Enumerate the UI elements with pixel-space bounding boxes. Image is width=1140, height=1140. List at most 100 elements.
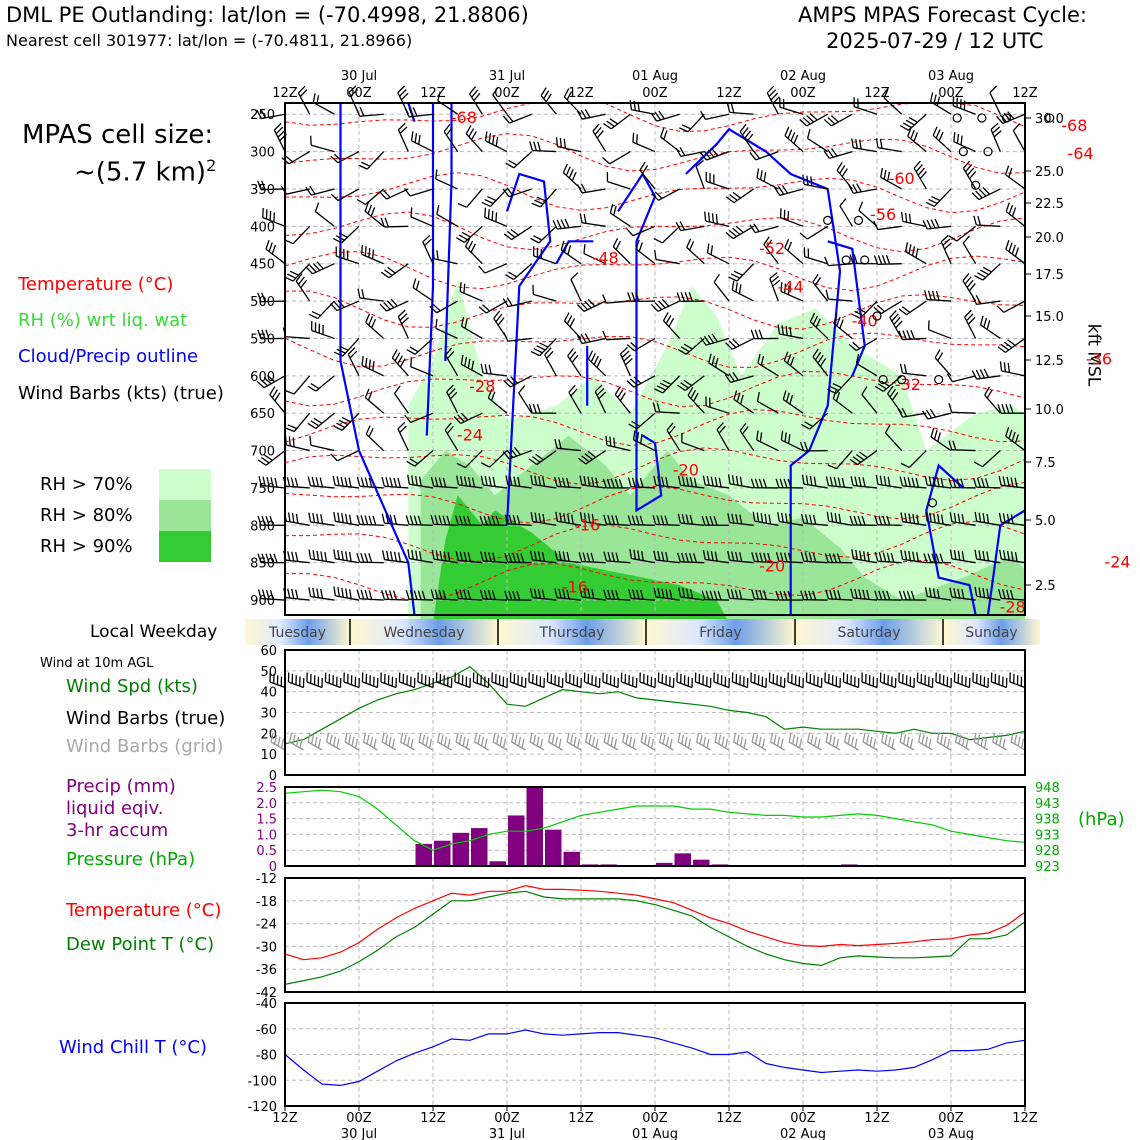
barb-flag [389, 477, 394, 487]
barb-flag [936, 732, 940, 743]
surface-barb [435, 672, 453, 689]
wind-barb [971, 187, 1001, 201]
barb-staff [662, 375, 681, 394]
barb-flag [665, 551, 669, 562]
barb-flag [978, 512, 982, 523]
barb-staff [533, 293, 557, 302]
wind-barb [739, 422, 755, 451]
wind-barb [899, 363, 927, 377]
wind-barb [257, 180, 286, 191]
barb-flag [701, 515, 706, 526]
wind-barb [356, 476, 384, 489]
barb-flag [464, 237, 471, 247]
barb-flag [739, 422, 747, 432]
wind-barb [990, 122, 1002, 152]
barb-flag [971, 192, 980, 201]
barb-flag [487, 195, 497, 202]
barb-flag [596, 130, 604, 139]
barb-flag [702, 475, 706, 486]
barb-flag [467, 589, 471, 600]
windchill-label: Wind Chill T (°C) [59, 1037, 207, 1058]
barb-flag [799, 232, 808, 240]
barb-flag [703, 150, 711, 160]
barb-flag [435, 318, 438, 329]
wind-barb [999, 361, 1026, 377]
barb-flag [559, 137, 563, 148]
barb-flag [511, 732, 515, 743]
barb-flag [979, 269, 989, 276]
wind-barb [502, 297, 532, 308]
wind-barb [802, 174, 828, 190]
barb-flag [397, 552, 402, 562]
barb-flag [484, 476, 488, 486]
barb-flag [639, 515, 644, 526]
barb-flag [936, 588, 940, 599]
barb-flag [554, 438, 558, 449]
barb-flag [706, 550, 710, 561]
barb-flag [386, 300, 395, 309]
barb-flag [465, 738, 470, 749]
temperature-contour-label: -40 [852, 311, 878, 330]
barb-flag [562, 163, 568, 173]
wind-barb [833, 314, 853, 339]
wind-barb [540, 87, 557, 115]
grid-barb [474, 732, 489, 751]
barb-flag [609, 436, 612, 447]
barb-flag [662, 379, 672, 385]
barb-flag [897, 408, 904, 418]
barb-flag [484, 131, 488, 141]
barb-flag [399, 313, 408, 321]
wind-barb [635, 239, 656, 265]
wind-barb [998, 512, 1026, 526]
wind-barb [579, 213, 606, 227]
barb-flag [384, 734, 389, 745]
barb-flag [536, 196, 547, 202]
barb-flag [762, 478, 767, 489]
wind-barb [974, 511, 1001, 526]
barb-flag [883, 169, 887, 180]
barb-flag [562, 589, 566, 599]
barb-flag [977, 272, 987, 278]
wind-barb [626, 337, 656, 352]
temperature-contour-label: -56 [870, 205, 896, 224]
top-time-tick: 00Z [790, 86, 816, 101]
ice-marker [878, 374, 888, 385]
barb-flag [915, 477, 919, 488]
barb-flag [702, 736, 707, 747]
barb-staff [858, 210, 878, 227]
barb-flag [633, 549, 636, 560]
barb-flag [928, 198, 938, 205]
barb-flag [638, 242, 643, 252]
barb-flag [409, 346, 419, 353]
wind-ytick: 0 [269, 769, 277, 784]
barb-flag [286, 477, 291, 487]
barb-flag [594, 126, 602, 136]
wind-barb [675, 146, 705, 157]
barb-flag [760, 513, 764, 523]
barb-flag [270, 477, 274, 487]
temp-ytick: -24 [256, 918, 277, 933]
barb-flag [725, 196, 735, 204]
barb-flag [859, 451, 868, 459]
barb-flag [563, 513, 566, 523]
wind-barb [307, 412, 335, 429]
wind-barb [799, 113, 828, 127]
barb-flag [418, 732, 422, 743]
barb-flag [532, 734, 537, 745]
grid-barb [603, 732, 619, 751]
cloud-outline-9 [925, 463, 977, 616]
barb-flag [700, 110, 707, 120]
wind-barb [873, 220, 902, 231]
barb-flag [978, 587, 982, 597]
barb-flag [775, 552, 780, 562]
barb-flag [297, 85, 306, 94]
hpa-unit-label: (hPa) [1078, 809, 1125, 830]
barb-flag [775, 590, 780, 601]
barb-flag [787, 241, 793, 251]
barb-flag [711, 148, 719, 157]
barb-flag [299, 89, 308, 98]
barb-flag [401, 316, 410, 325]
wind-barb [780, 281, 804, 302]
barb-flag [904, 550, 908, 561]
barb-flag [877, 255, 883, 265]
